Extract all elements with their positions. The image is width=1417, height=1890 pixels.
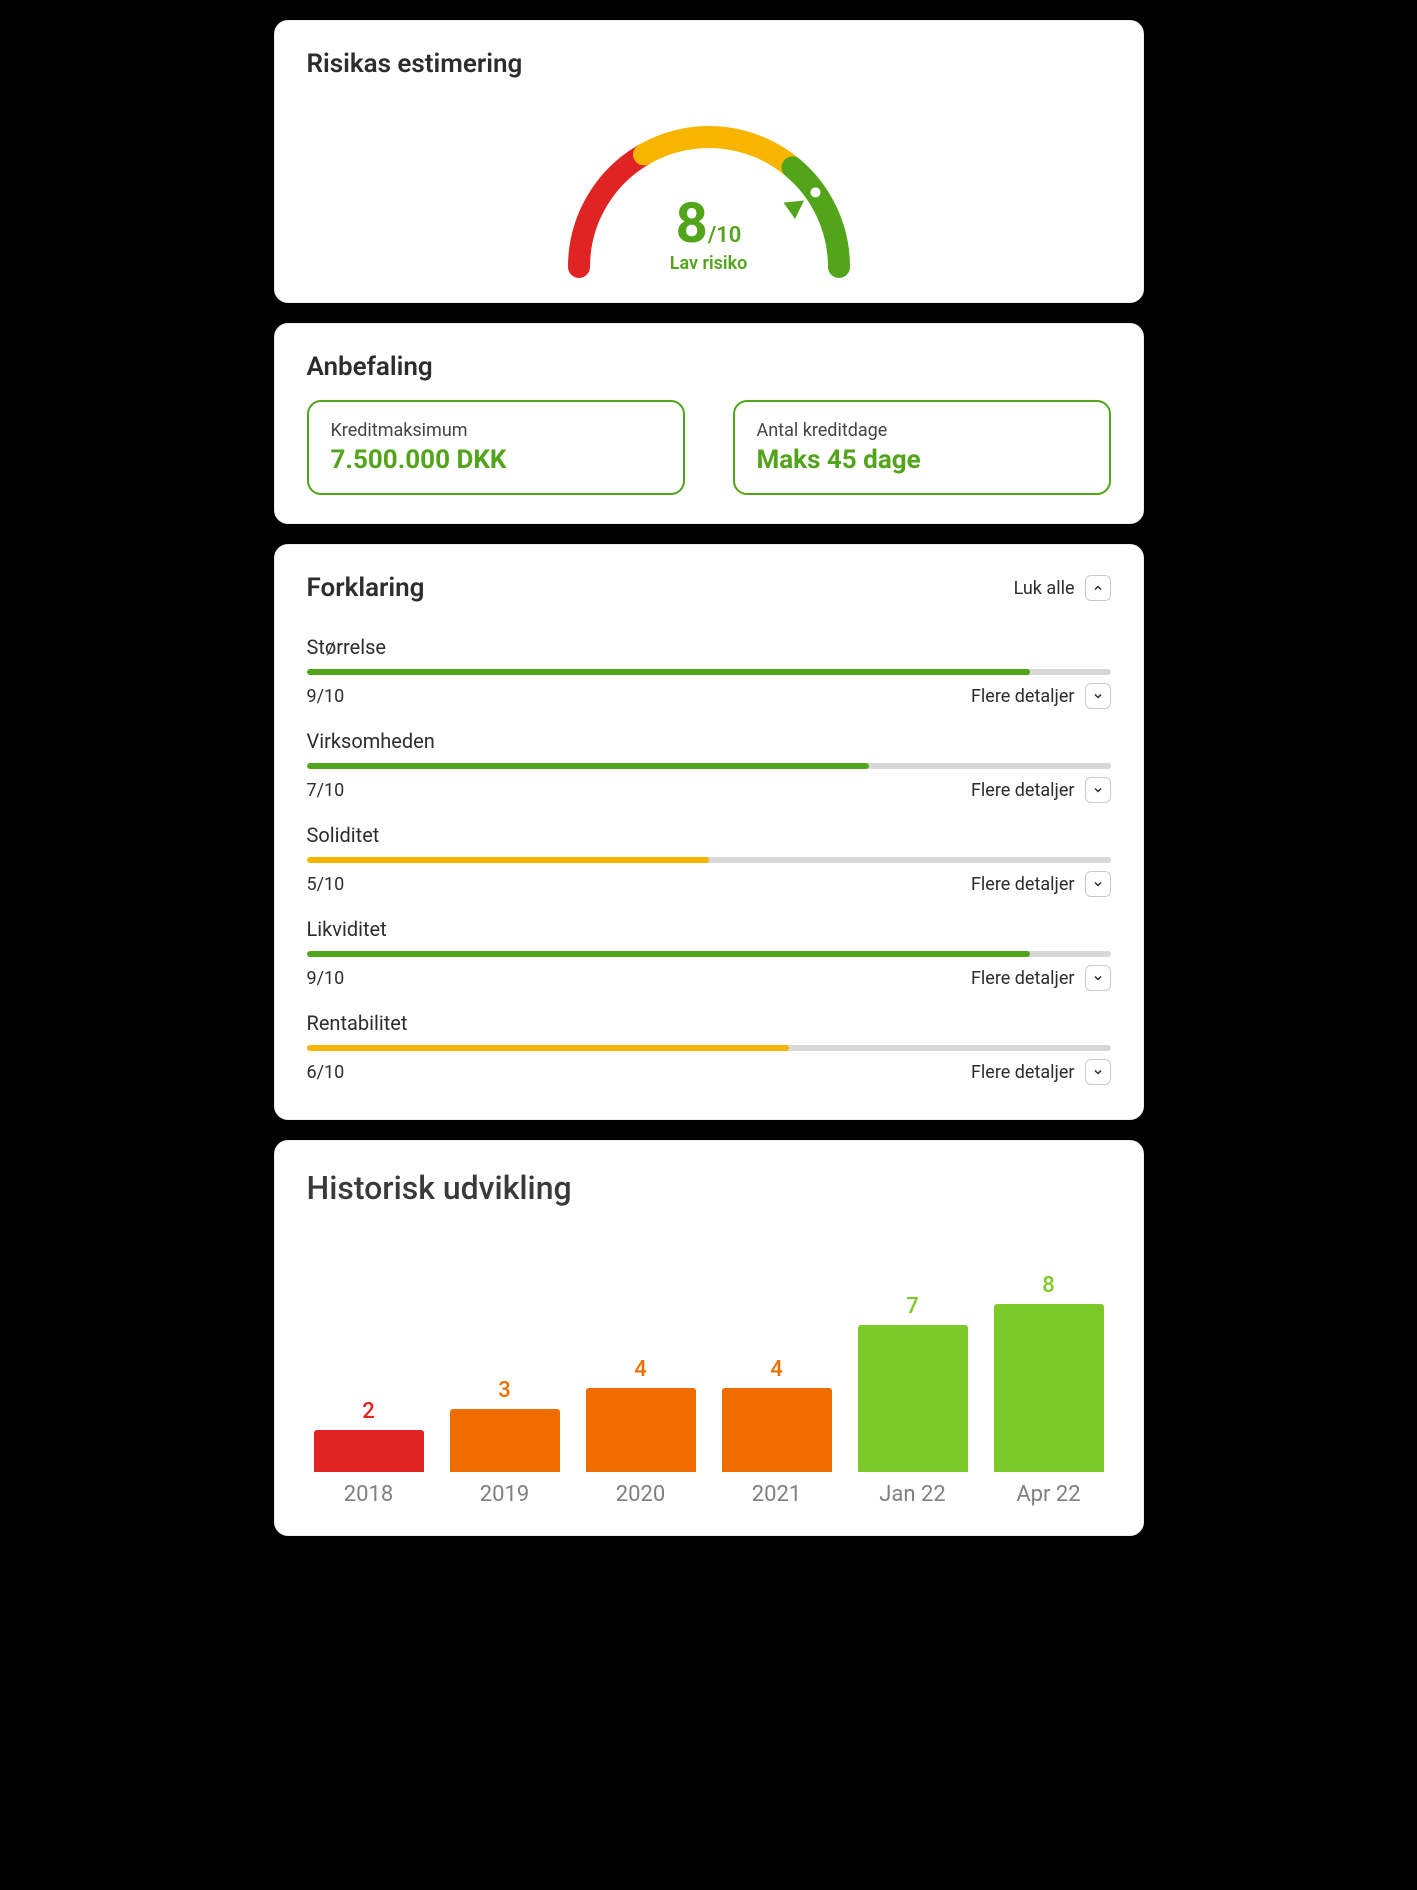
history-bar (586, 1388, 696, 1472)
score-bar-fill (307, 763, 870, 769)
more-details-button[interactable]: Flere detaljer (971, 1059, 1111, 1085)
collapse-all-button[interactable]: Luk alle (1014, 575, 1111, 601)
explanation-item-score: 7/10 (307, 780, 345, 801)
more-details-button[interactable]: Flere detaljer (971, 965, 1111, 991)
explanation-item-row: 6/10 Flere detaljer (307, 1059, 1111, 1091)
chevron-down-icon (1085, 1059, 1111, 1085)
history-bar (722, 1388, 832, 1472)
collapse-all-label: Luk alle (1014, 578, 1075, 599)
more-details-label: Flere detaljer (971, 874, 1075, 895)
explanation-item-row: 9/10 Flere detaljer (307, 683, 1111, 715)
history-bar-category: Jan 22 (879, 1482, 945, 1507)
history-bar-value: 2 (362, 1399, 375, 1424)
explanation-item: Virksomheden 7/10 Flere detaljer (307, 715, 1111, 809)
explanation-item-title: Likviditet (307, 917, 1111, 941)
explanation-item: Likviditet 9/10 Flere detaljer (307, 903, 1111, 997)
explanation-item-row: 9/10 Flere detaljer (307, 965, 1111, 997)
more-details-button[interactable]: Flere detaljer (971, 777, 1111, 803)
score-bar-fill (307, 669, 1031, 675)
recommendation-box-label: Kreditmaksimum (331, 420, 661, 441)
more-details-label: Flere detaljer (971, 780, 1075, 801)
recommendation-box-value: Maks 45 dage (757, 445, 1087, 475)
explanation-item: Størrelse 9/10 Flere detaljer (307, 621, 1111, 715)
explanation-item-row: 5/10 Flere detaljer (307, 871, 1111, 903)
risk-gauge-card: Risikas estimering 8/10 Lav risiko (274, 20, 1144, 303)
more-details-label: Flere detaljer (971, 1062, 1075, 1083)
recommendation-box-label: Antal kreditdage (757, 420, 1087, 441)
more-details-button[interactable]: Flere detaljer (971, 683, 1111, 709)
chevron-down-icon (1085, 965, 1111, 991)
recommendation-box: Kreditmaksimum 7.500.000 DKK (307, 400, 685, 495)
history-bar-column: 7 Jan 22 (857, 1294, 969, 1507)
explanation-item-score: 5/10 (307, 874, 345, 895)
explanation-item-row: 7/10 Flere detaljer (307, 777, 1111, 809)
history-bar (314, 1430, 424, 1472)
history-bar-value: 3 (498, 1378, 511, 1403)
history-bar-column: 2 2018 (313, 1399, 425, 1507)
score-bar-fill (307, 951, 1031, 957)
chevron-down-icon (1085, 871, 1111, 897)
recommendation-title: Anbefaling (307, 352, 1111, 382)
history-bar-column: 4 2021 (721, 1357, 833, 1507)
recommendation-box: Antal kreditdage Maks 45 dage (733, 400, 1111, 495)
chevron-down-icon (1085, 777, 1111, 803)
score-bar-fill (307, 1045, 789, 1051)
score-bar-track (307, 951, 1111, 957)
explanation-item-title: Virksomheden (307, 729, 1111, 753)
history-bar-column: 3 2019 (449, 1378, 561, 1507)
more-details-label: Flere detaljer (971, 686, 1075, 707)
explanation-card: Forklaring Luk alle Størrelse 9/10 Flere d… (274, 544, 1144, 1120)
score-bar-track (307, 857, 1111, 863)
history-bar-category: 2020 (616, 1482, 665, 1507)
risk-gauge: 8/10 Lav risiko (307, 97, 1111, 274)
score-bar-fill (307, 857, 709, 863)
gauge-score: 8 (676, 190, 708, 256)
recommendation-card: Anbefaling Kreditmaksimum 7.500.000 DKK An… (274, 323, 1144, 524)
score-bar-track (307, 763, 1111, 769)
history-chart: 2 2018 3 2019 4 2020 4 2021 7 Jan 22 8 Apr 22 (307, 1247, 1111, 1507)
recommendation-row: Kreditmaksimum 7.500.000 DKK Antal kreditd… (307, 400, 1111, 495)
more-details-button[interactable]: Flere detaljer (971, 871, 1111, 897)
explanation-item-score: 9/10 (307, 686, 345, 707)
history-bar-value: 4 (770, 1357, 783, 1382)
history-bar-column: 8 Apr 22 (993, 1273, 1105, 1507)
explanation-item-title: Soliditet (307, 823, 1111, 847)
risk-gauge-title: Risikas estimering (307, 49, 1111, 79)
score-bar-track (307, 669, 1111, 675)
history-card: Historisk udvikling 2 2018 3 2019 4 2020 4 2021… (274, 1140, 1144, 1536)
history-bar-category: 2019 (480, 1482, 529, 1507)
chevron-down-icon (1085, 683, 1111, 709)
history-bar-category: Apr 22 (1016, 1482, 1080, 1507)
score-bar-track (307, 1045, 1111, 1051)
gauge-center: 8/10 Lav risiko (670, 195, 748, 274)
explanation-item-score: 6/10 (307, 1062, 345, 1083)
history-bar-value: 8 (1042, 1273, 1055, 1298)
history-bar (858, 1325, 968, 1472)
explanation-item-title: Størrelse (307, 635, 1111, 659)
history-bar (994, 1304, 1104, 1472)
history-bar-column: 4 2020 (585, 1357, 697, 1507)
dashboard: Risikas estimering 8/10 Lav risiko Anbef… (274, 20, 1144, 1830)
history-bar (450, 1409, 560, 1472)
recommendation-box-value: 7.500.000 DKK (331, 445, 661, 475)
history-bar-category: 2021 (752, 1482, 801, 1507)
gauge-score-suffix: /10 (708, 223, 742, 248)
history-title: Historisk udvikling (307, 1169, 1111, 1207)
history-bar-value: 7 (906, 1294, 919, 1319)
explanation-item-title: Rentabilitet (307, 1011, 1111, 1035)
explanation-item: Soliditet 5/10 Flere detaljer (307, 809, 1111, 903)
chevron-up-icon (1085, 575, 1111, 601)
history-bar-value: 4 (634, 1357, 647, 1382)
gauge-score-wrap: 8/10 (670, 195, 748, 251)
explanation-title: Forklaring (307, 573, 425, 603)
history-bar-category: 2018 (344, 1482, 393, 1507)
explanation-item: Rentabilitet 6/10 Flere detaljer (307, 997, 1111, 1091)
more-details-label: Flere detaljer (971, 968, 1075, 989)
explanation-header: Forklaring Luk alle (307, 573, 1111, 603)
gauge-label: Lav risiko (670, 253, 748, 274)
explanation-list: Størrelse 9/10 Flere detaljer Virksomheden 7… (307, 621, 1111, 1091)
explanation-item-score: 9/10 (307, 968, 345, 989)
